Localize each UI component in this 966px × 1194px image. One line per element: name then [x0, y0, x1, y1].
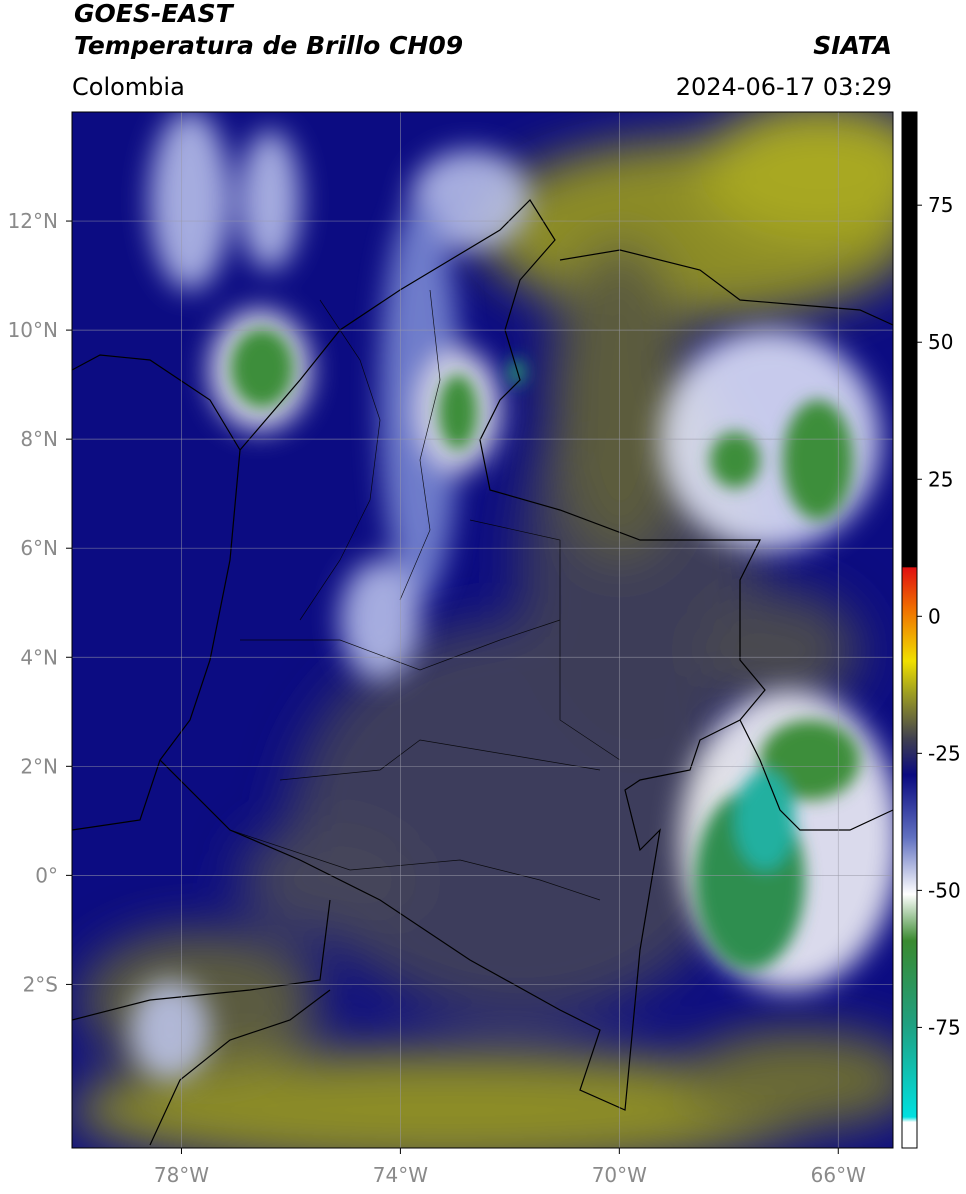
lat-tick-label: 12°N — [8, 209, 58, 233]
source-label: SIATA — [813, 31, 892, 60]
product-title: Temperatura de Brillo CH09 — [74, 31, 463, 60]
lon-tick-label: 66°W — [811, 1163, 866, 1187]
lat-tick-label: 10°N — [8, 318, 58, 342]
lat-tick-label: 2°S — [23, 972, 58, 996]
colorbar-tick-label: 75 — [928, 193, 953, 217]
colorbar-tick-label: -50 — [928, 878, 961, 902]
lat-tick-label: 4°N — [20, 645, 58, 669]
lon-tick-label: 74°W — [373, 1163, 428, 1187]
satellite-image — [72, 112, 893, 1148]
lon-tick-label: 78°W — [154, 1163, 209, 1187]
satellite-title: GOES-EAST — [74, 0, 235, 28]
lon-tick-label: 70°W — [592, 1163, 647, 1187]
datetime-label: 2024-06-17 03:29 — [676, 73, 892, 101]
grid — [72, 112, 893, 1148]
region-label: Colombia — [72, 73, 185, 101]
lat-tick-label: 2°N — [20, 754, 58, 778]
colorbar-tick-label: 25 — [928, 467, 953, 491]
map-frame — [71, 111, 894, 1149]
colorbar-tick-label: -75 — [928, 1015, 961, 1039]
lat-tick-label: 0° — [35, 863, 58, 887]
colorbar-tick-label: 0 — [928, 604, 941, 628]
lat-tick-label: 6°N — [20, 536, 58, 560]
colorbar-tick-label: 50 — [928, 330, 953, 354]
colorbar — [901, 111, 918, 1149]
colorbar-tick-label: -25 — [928, 741, 961, 765]
lat-tick-label: 8°N — [20, 427, 58, 451]
